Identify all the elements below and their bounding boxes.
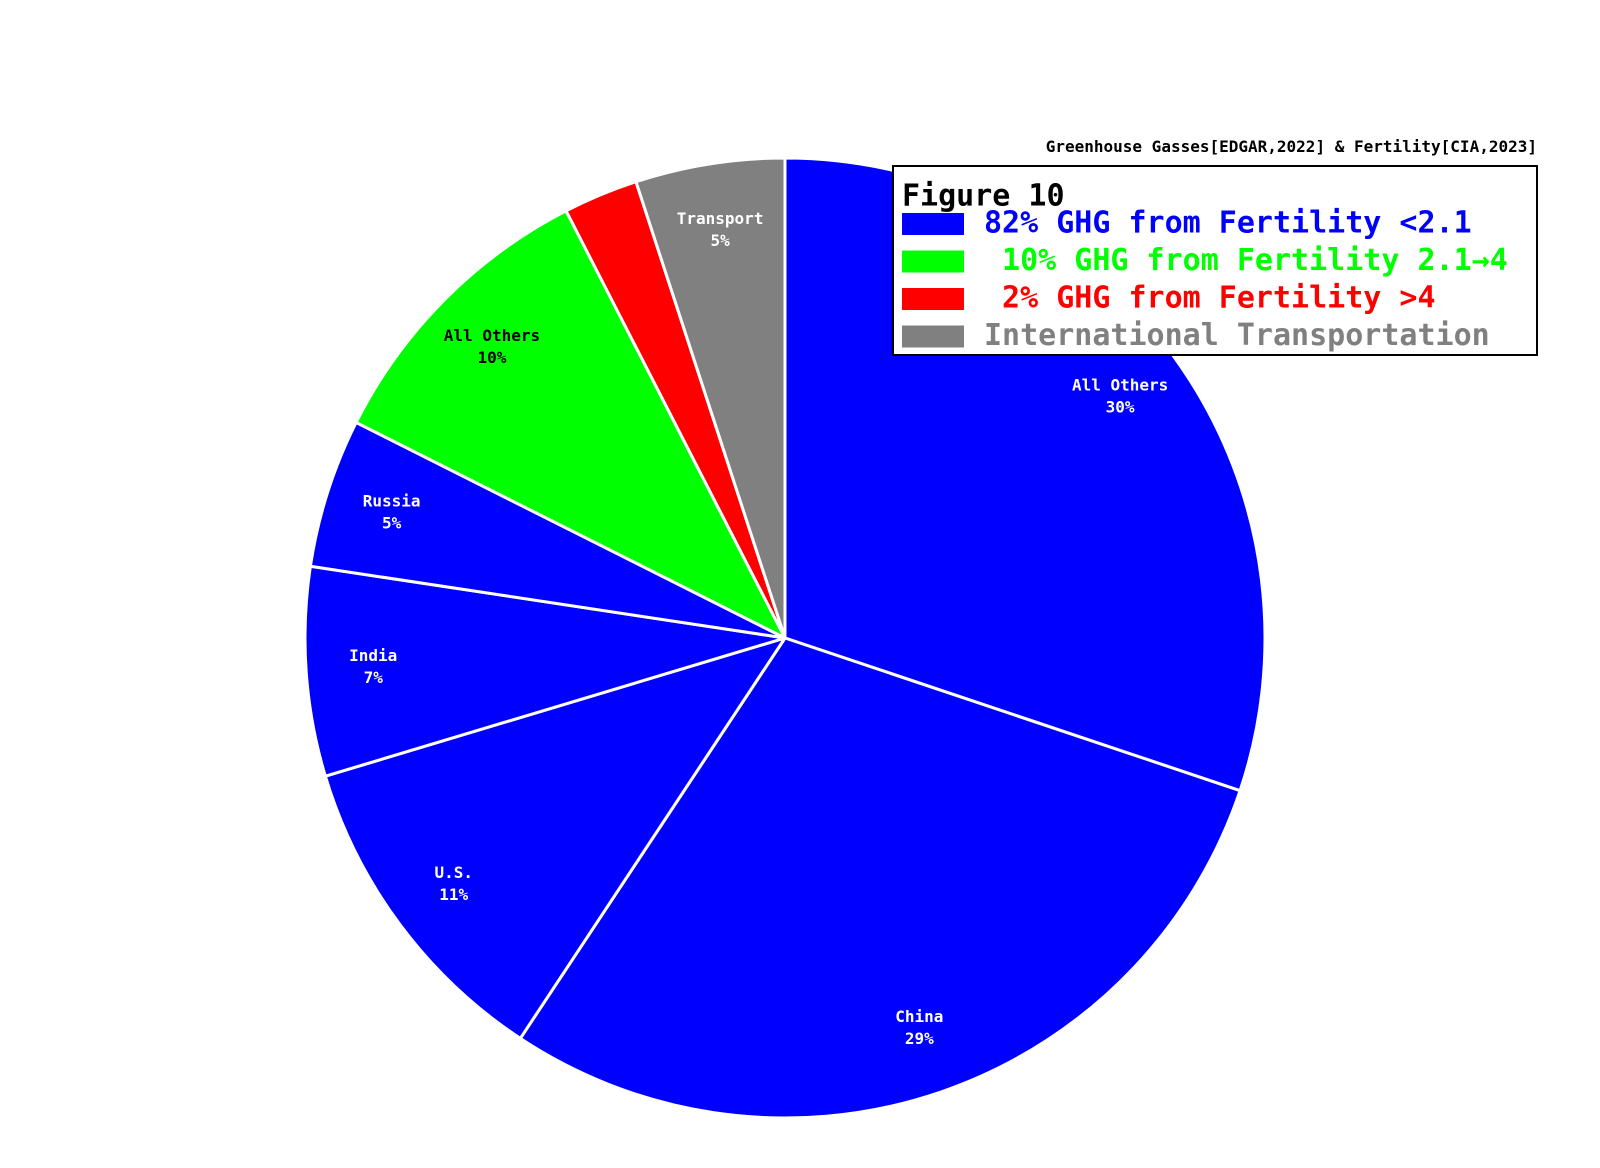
chart-title: Greenhouse Gasses[EDGAR,2022] & Fertilit… — [1046, 137, 1537, 156]
slice-value-label: 10% — [478, 348, 507, 367]
slice-value-label: 5% — [710, 231, 730, 250]
pie-slice — [518, 636, 1242, 1120]
pie-slice — [354, 209, 787, 640]
slice-label: China — [895, 1007, 943, 1026]
slice-value-label: 11% — [439, 885, 468, 904]
legend-title: Figure 10 — [902, 179, 1065, 214]
legend-label: International Transportation — [984, 318, 1490, 353]
pie-slice — [308, 420, 787, 640]
slice-label: Transport — [677, 209, 764, 228]
legend-swatch — [902, 213, 964, 235]
slice-label: U.S. — [434, 863, 473, 882]
slice-label: India — [349, 646, 397, 665]
slice-value-label: 5% — [382, 513, 402, 532]
slice-value-label: 29% — [905, 1029, 934, 1048]
pie-slice — [303, 564, 787, 778]
slice-value-label: 30% — [1106, 397, 1135, 416]
legend-box — [892, 165, 1538, 356]
slice-label: All Others — [444, 326, 540, 345]
legend-swatch — [902, 325, 964, 348]
legend-swatch — [902, 250, 964, 273]
pie-slice — [323, 636, 787, 1040]
slice-label: Russia — [363, 491, 421, 510]
slice-value-label: 7% — [364, 668, 384, 687]
legend-label: 82% GHG from Fertility <2.1 — [984, 206, 1472, 241]
slice-label: All Others — [1072, 375, 1168, 394]
legend-label: 10% GHG from Fertility 2.1→4 — [984, 243, 1508, 278]
legend-swatch — [902, 288, 964, 310]
pie-slice — [634, 156, 787, 640]
legend-label: 2% GHG from Fertility >4 — [984, 281, 1436, 316]
